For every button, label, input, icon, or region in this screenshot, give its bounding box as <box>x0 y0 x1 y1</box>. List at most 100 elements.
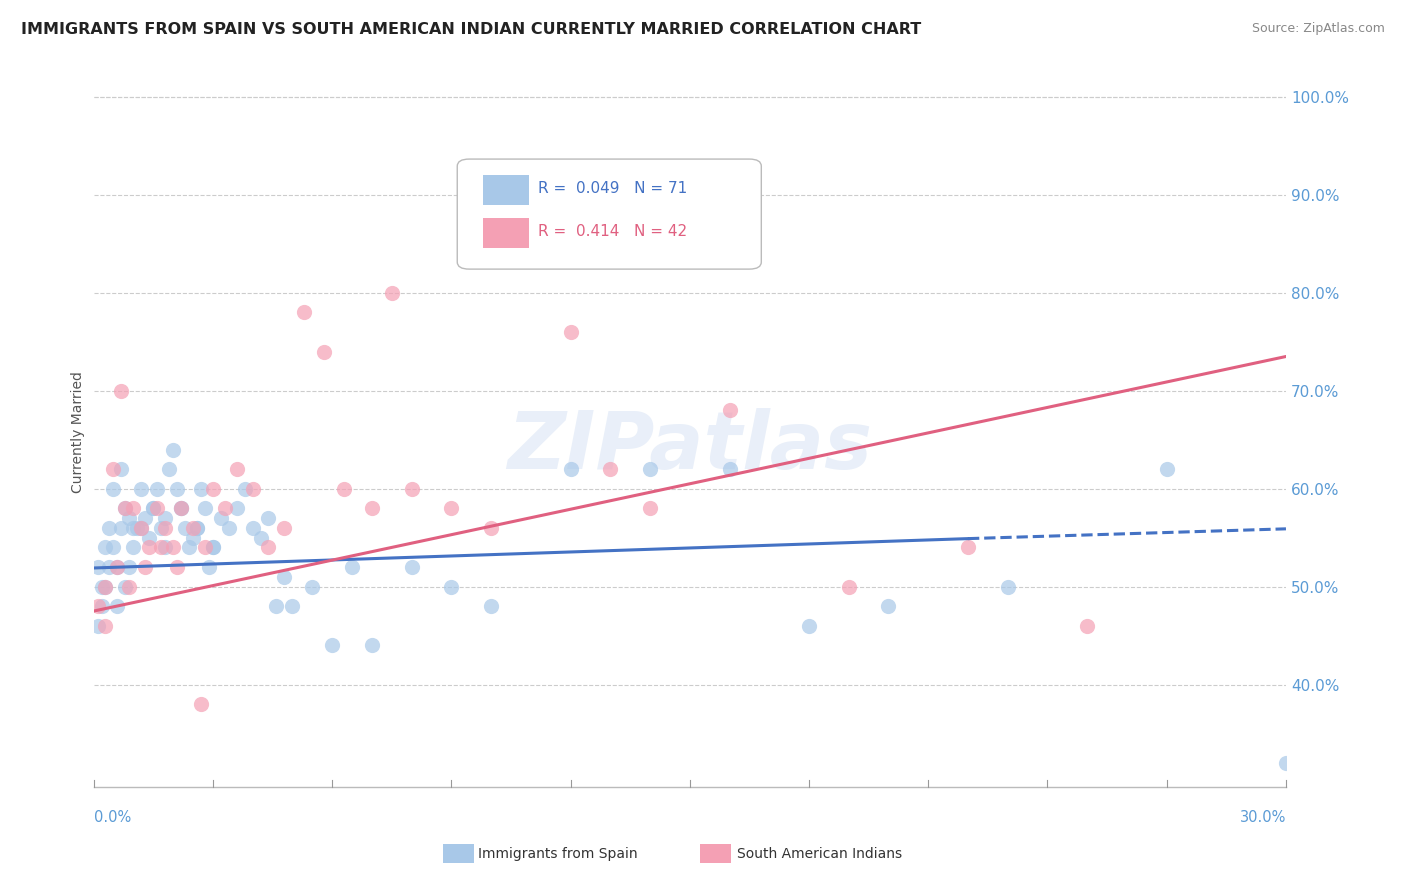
Y-axis label: Currently Married: Currently Married <box>72 371 86 493</box>
Point <box>314 344 336 359</box>
Point <box>129 482 152 496</box>
Point <box>209 511 232 525</box>
Text: IMMIGRANTS FROM SPAIN VS SOUTH AMERICAN INDIAN CURRENTLY MARRIED CORRELATION CHA: IMMIGRANTS FROM SPAIN VS SOUTH AMERICAN … <box>21 22 921 37</box>
Point <box>186 521 208 535</box>
Point <box>94 580 117 594</box>
Point <box>186 521 208 535</box>
Point <box>162 442 184 457</box>
Point <box>110 521 132 535</box>
Point <box>321 638 343 652</box>
Point <box>190 482 212 496</box>
Point <box>162 541 184 555</box>
Point <box>257 541 280 555</box>
Point <box>118 580 141 594</box>
Point <box>98 560 121 574</box>
Point <box>194 541 217 555</box>
Text: 0.0%: 0.0% <box>94 810 131 824</box>
Point <box>266 599 288 614</box>
Point <box>90 599 112 614</box>
Point <box>129 521 152 535</box>
Point <box>94 580 117 594</box>
Point <box>273 521 295 535</box>
Point <box>103 482 125 496</box>
Point <box>381 285 404 300</box>
Point <box>122 541 145 555</box>
FancyBboxPatch shape <box>484 176 529 205</box>
Point <box>560 462 582 476</box>
Point <box>1076 619 1098 633</box>
Point <box>170 501 193 516</box>
Point <box>718 462 741 476</box>
Point <box>110 384 132 398</box>
Point <box>401 482 423 496</box>
Point <box>118 511 141 525</box>
Point <box>107 599 129 614</box>
Point <box>242 482 264 496</box>
Point <box>118 560 141 574</box>
Point <box>153 511 176 525</box>
Point <box>797 619 820 633</box>
Point <box>110 462 132 476</box>
Point <box>170 501 193 516</box>
Text: 30.0%: 30.0% <box>1240 810 1286 824</box>
Point <box>94 619 117 633</box>
Point <box>440 580 463 594</box>
Point <box>107 560 129 574</box>
Point <box>142 501 165 516</box>
Point <box>86 619 108 633</box>
Text: Immigrants from Spain: Immigrants from Spain <box>478 847 638 861</box>
Point <box>201 541 224 555</box>
Point <box>1156 462 1178 476</box>
Point <box>134 511 156 525</box>
Point <box>718 403 741 417</box>
Point <box>479 599 502 614</box>
Point <box>122 501 145 516</box>
Point <box>107 560 129 574</box>
Point <box>599 462 621 476</box>
Point <box>301 580 323 594</box>
Point <box>333 482 356 496</box>
Point <box>103 541 125 555</box>
Text: R =  0.049   N = 71: R = 0.049 N = 71 <box>538 181 688 196</box>
Point <box>103 462 125 476</box>
Point <box>242 521 264 535</box>
Point <box>249 531 271 545</box>
Point <box>181 521 204 535</box>
Point <box>86 599 108 614</box>
Point <box>273 570 295 584</box>
Point <box>86 560 108 574</box>
Point <box>90 580 112 594</box>
Point <box>150 541 173 555</box>
Point <box>281 599 304 614</box>
Point <box>401 560 423 574</box>
Point <box>225 501 247 516</box>
Point <box>201 482 224 496</box>
Point <box>360 501 382 516</box>
Point <box>170 501 193 516</box>
Point <box>638 501 661 516</box>
Point <box>129 521 152 535</box>
Point <box>114 580 136 594</box>
Point <box>194 501 217 516</box>
Point <box>138 541 160 555</box>
Point <box>1275 756 1298 770</box>
Text: R =  0.414   N = 42: R = 0.414 N = 42 <box>538 224 688 239</box>
Point <box>638 462 661 476</box>
Point <box>134 560 156 574</box>
Point <box>257 511 280 525</box>
Point <box>877 599 900 614</box>
Point <box>138 531 160 545</box>
Point <box>166 482 188 496</box>
Point <box>201 541 224 555</box>
Point <box>218 521 240 535</box>
Point <box>838 580 860 594</box>
Point <box>181 531 204 545</box>
Point <box>233 482 256 496</box>
Text: South American Indians: South American Indians <box>737 847 901 861</box>
Point <box>146 501 169 516</box>
Point <box>122 521 145 535</box>
Point <box>146 482 169 496</box>
Text: ZIPatlas: ZIPatlas <box>508 408 872 485</box>
Point <box>214 501 236 516</box>
Point <box>114 501 136 516</box>
